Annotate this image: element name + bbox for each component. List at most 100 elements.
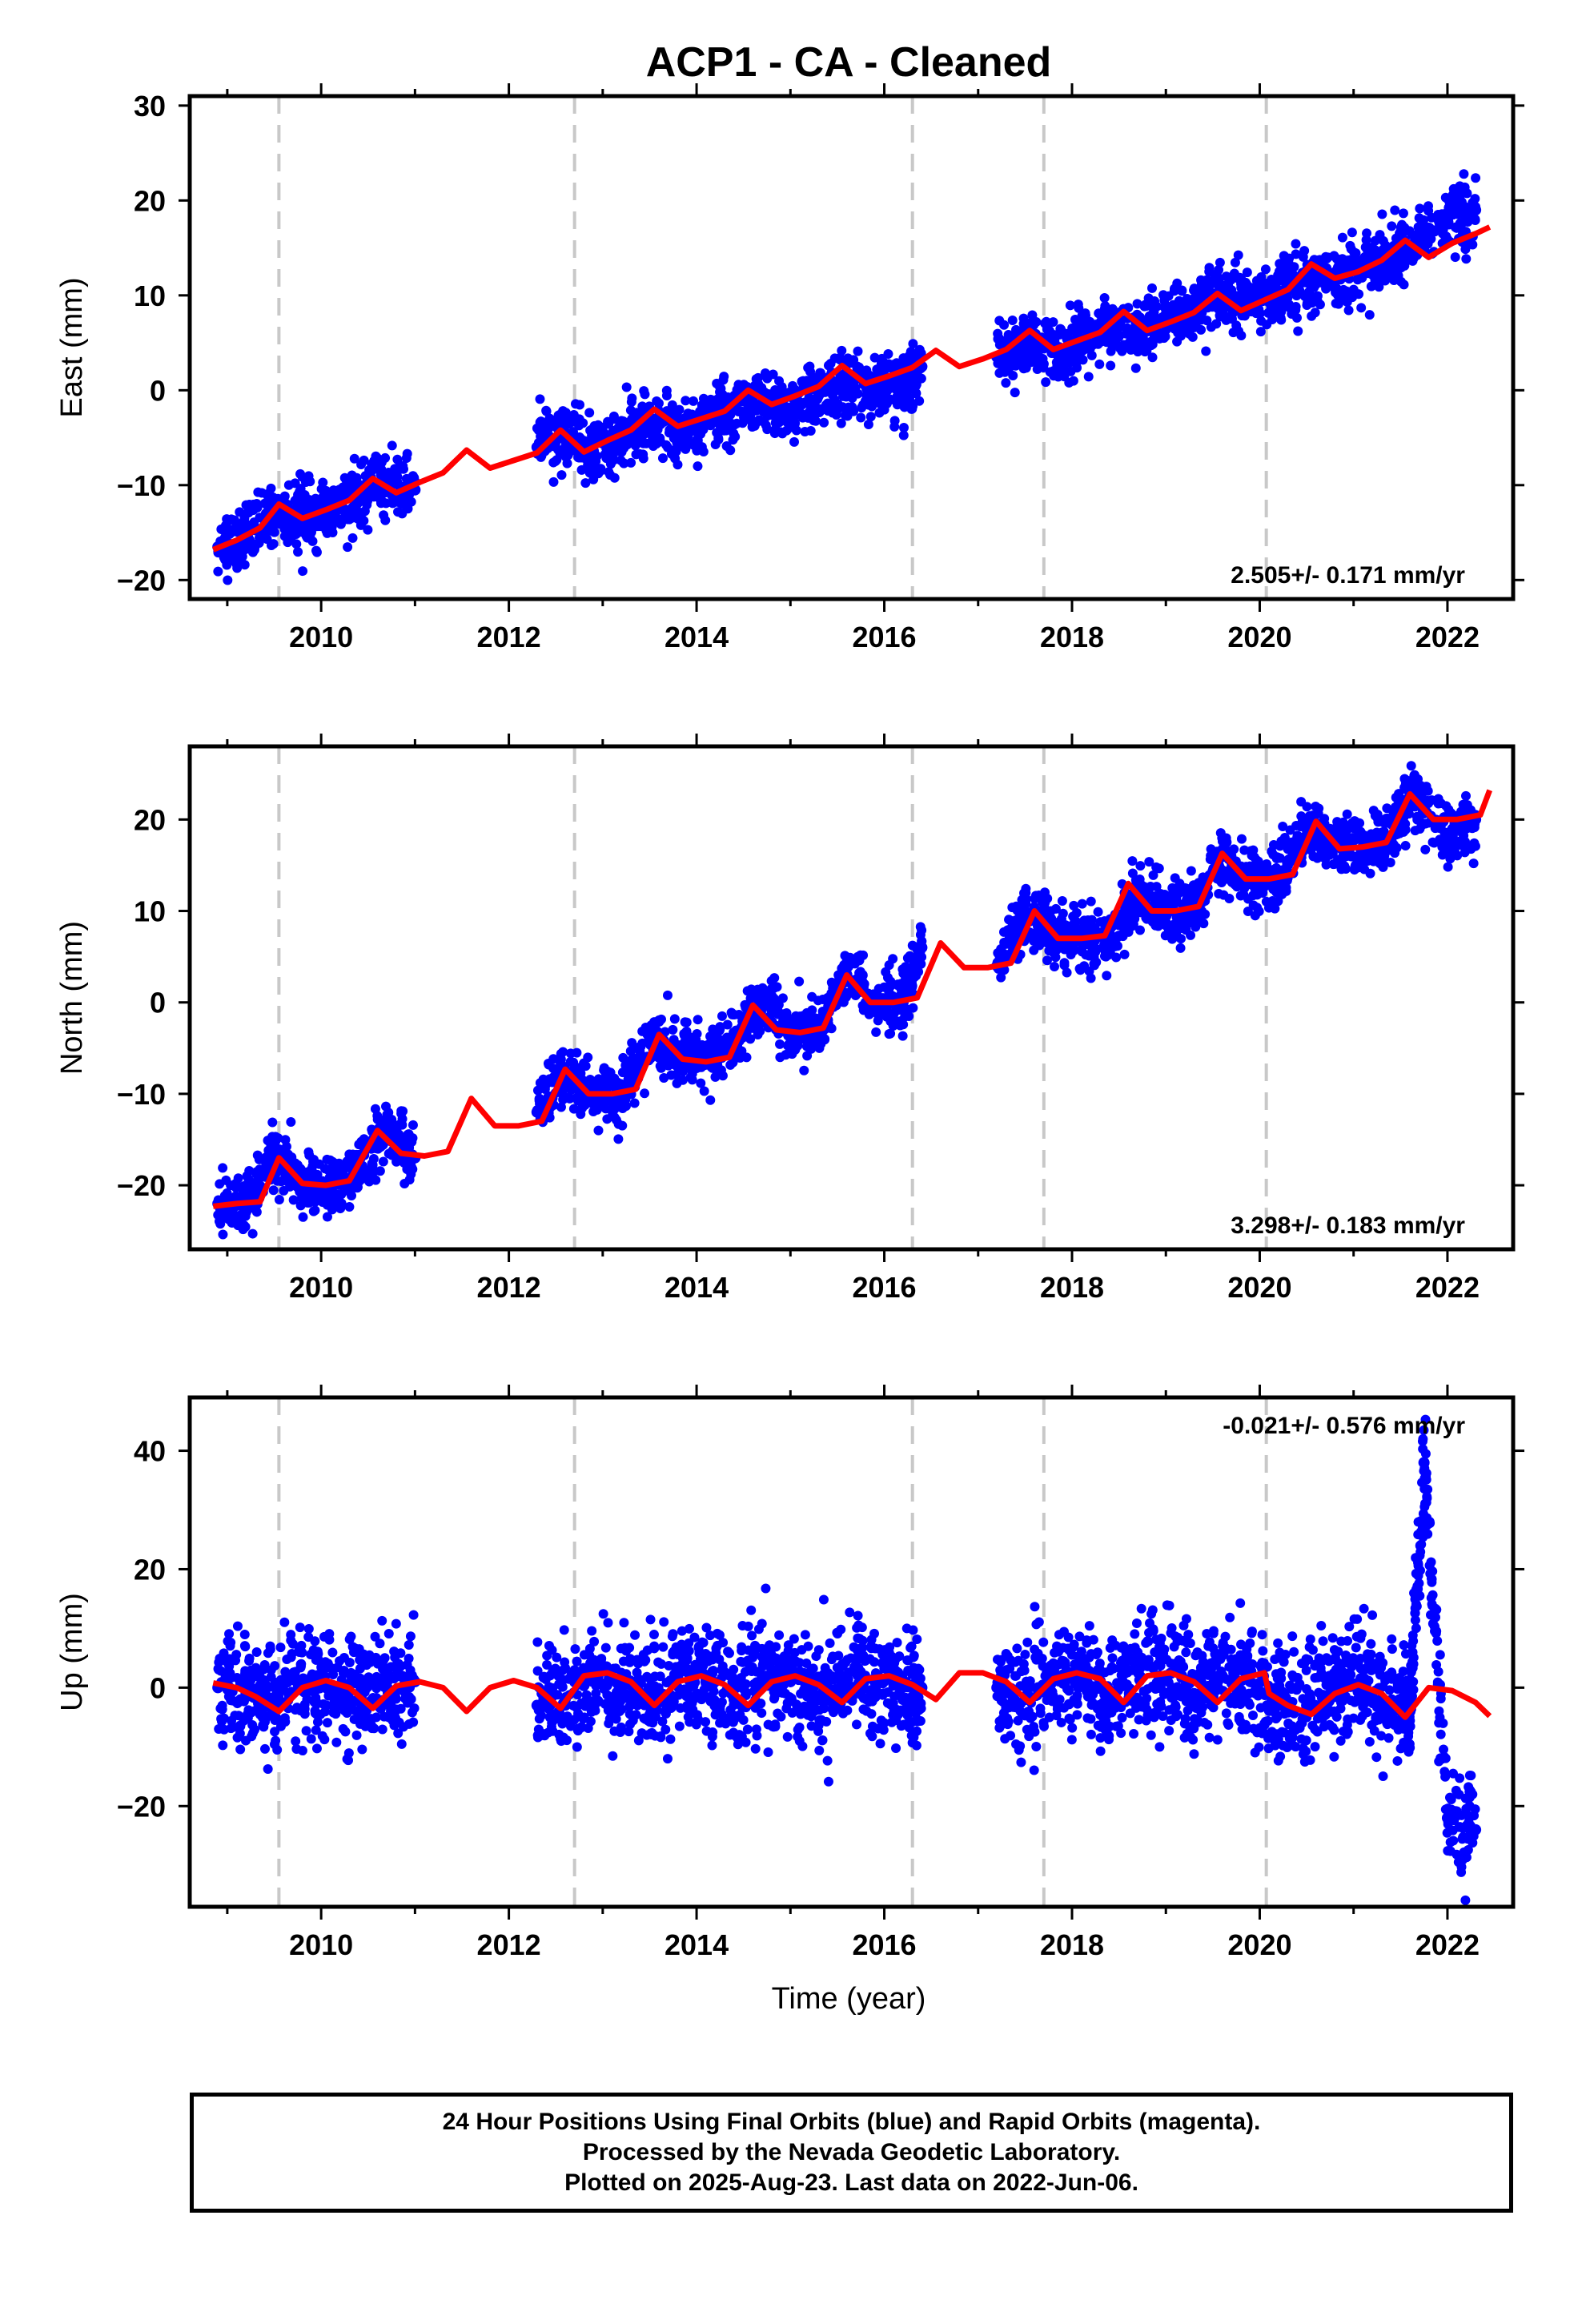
data-point [631,449,641,460]
data-point [1462,188,1472,199]
data-point [769,973,780,983]
data-point [219,524,230,534]
data-point [218,1163,228,1173]
data-point [1452,199,1463,209]
data-point [399,1156,409,1167]
data-point [1071,907,1082,918]
data-point [1170,873,1180,883]
data-point [1240,277,1251,287]
data-point [560,1081,571,1092]
data-point [1066,366,1076,376]
data-point [884,987,894,997]
data-point [298,566,308,577]
model-curve [211,224,1492,553]
data-point [1010,388,1020,398]
data-point [1093,907,1103,917]
data-point [1276,304,1287,315]
data-point [1253,856,1263,866]
data-point [997,953,1007,963]
data-point [304,1150,315,1160]
data-point [541,406,552,416]
data-point [1084,966,1094,976]
data-point [636,431,647,441]
data-point [716,400,726,410]
data-point [249,545,259,555]
data-point [1211,319,1222,329]
data-point [370,1104,380,1114]
data-point [611,440,621,451]
x-tick-label: 2012 [477,621,541,653]
data-point [336,492,347,502]
data-point [304,495,315,505]
data-point [305,476,315,487]
data-point [898,378,909,388]
data-point [279,1185,289,1196]
y-tick-label: 10 [134,279,166,312]
data-point [363,525,373,535]
data-point [863,371,873,381]
data-point [263,489,273,499]
data-point [548,476,559,487]
data-point [283,480,294,490]
data-point [1142,300,1152,311]
data-point [730,432,741,442]
data-point [242,520,252,530]
data-point [1021,883,1031,894]
data-point [1004,915,1014,925]
data-point [1126,334,1136,344]
data-point [266,541,276,551]
data-point [1256,271,1267,282]
data-point [887,361,897,372]
data-point [1143,293,1154,304]
y-tick-label: 0 [150,374,166,407]
data-point [1170,308,1181,318]
data-point [1086,896,1096,907]
data-point [879,404,889,415]
data-point [1108,934,1118,944]
data-point [254,533,264,543]
data-point [247,1228,258,1239]
data-point [1267,284,1277,295]
data-point [1459,169,1469,179]
data-point [831,409,841,420]
data-point [544,415,554,425]
data-point [856,412,866,423]
data-point [1279,251,1289,261]
data-point [1291,291,1302,301]
data-point [1073,300,1083,310]
data-point [535,1078,545,1088]
data-point [769,983,779,993]
data-point [1186,866,1196,876]
data-point [797,412,808,423]
data-point [905,347,916,357]
data-point [737,1046,747,1056]
data-point [906,404,917,414]
data-point [1423,222,1433,232]
data-point [1280,266,1291,276]
data-point [869,352,880,363]
data-point [1226,847,1236,858]
data-point [328,490,339,501]
data-point [1078,355,1088,365]
data-point [647,419,657,429]
data-point [1267,274,1277,284]
x-tick-label: 2014 [665,621,729,653]
data-point [387,440,397,451]
data-point [858,950,869,960]
chart-title: ACP1 - CA - Cleaned [646,39,1052,86]
data-point [775,1039,785,1049]
data-point [272,1176,283,1186]
data-point [1114,332,1124,342]
data-point [1468,239,1478,250]
data-point [1364,310,1375,320]
data-point [1415,203,1425,214]
data-point [393,507,404,517]
data-point [288,1195,299,1205]
x-tick-label: 2016 [852,621,916,653]
data-point [1460,202,1470,212]
data-point [759,387,769,397]
data-point [617,1120,628,1131]
data-point [1050,903,1061,914]
data-point [1128,919,1138,930]
data-point [347,533,358,543]
